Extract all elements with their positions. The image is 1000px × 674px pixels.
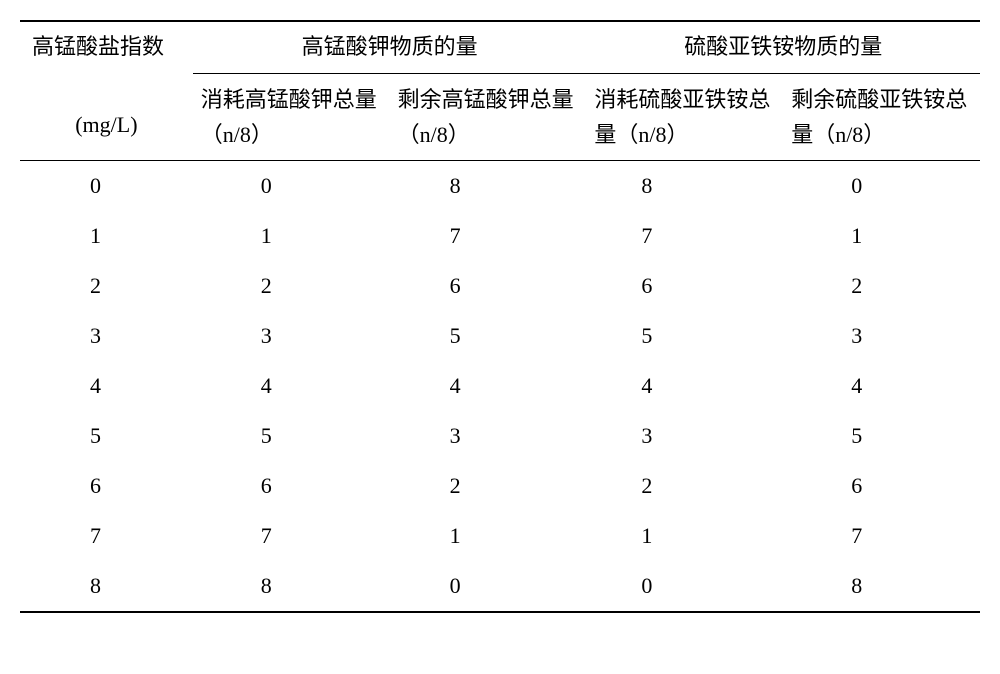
sub-header-1: 消耗高锰酸钾总量（n/8） <box>193 73 390 160</box>
group2-header: 硫酸亚铁铵物质的量 <box>586 21 980 73</box>
cell: 5 <box>193 411 390 461</box>
cell: 2 <box>193 261 390 311</box>
cell: 4 <box>586 361 783 411</box>
cell: 8 <box>193 561 390 612</box>
cell: 5 <box>20 411 193 461</box>
cell: 3 <box>20 311 193 361</box>
cell: 0 <box>193 161 390 212</box>
cell: 1 <box>783 211 980 261</box>
cell: 0 <box>20 161 193 212</box>
cell: 7 <box>586 211 783 261</box>
table-row: 44444 <box>20 361 980 411</box>
cell: 4 <box>193 361 390 411</box>
header-row-2: (mg/L) 消耗高锰酸钾总量（n/8） 剩余高锰酸钾总量（n/8） 消耗硫酸亚… <box>20 73 980 160</box>
cell: 1 <box>20 211 193 261</box>
table-row: 00880 <box>20 161 980 212</box>
table-row: 22662 <box>20 261 980 311</box>
cell: 0 <box>783 161 980 212</box>
cell: 7 <box>390 211 587 261</box>
cell: 7 <box>783 511 980 561</box>
sub-header-3: 消耗硫酸亚铁铵总量（n/8） <box>586 73 783 160</box>
cell: 5 <box>390 311 587 361</box>
data-table-container: 高锰酸盐指数 高锰酸钾物质的量 硫酸亚铁铵物质的量 (mg/L) 消耗高锰酸钾总… <box>20 20 980 613</box>
cell: 6 <box>193 461 390 511</box>
permanganate-index-table: 高锰酸盐指数 高锰酸钾物质的量 硫酸亚铁铵物质的量 (mg/L) 消耗高锰酸钾总… <box>20 20 980 613</box>
cell: 6 <box>783 461 980 511</box>
cell: 0 <box>390 561 587 612</box>
cell: 5 <box>586 311 783 361</box>
cell: 4 <box>390 361 587 411</box>
col0-header-line1: 高锰酸盐指数 <box>20 21 193 73</box>
cell: 1 <box>193 211 390 261</box>
cell: 2 <box>20 261 193 311</box>
cell: 8 <box>783 561 980 612</box>
header-row-1: 高锰酸盐指数 高锰酸钾物质的量 硫酸亚铁铵物质的量 <box>20 21 980 73</box>
cell: 5 <box>783 411 980 461</box>
table-body: 0088011771226623355344444553356622677117… <box>20 161 980 613</box>
sub-header-4: 剩余硫酸亚铁铵总量（n/8） <box>783 73 980 160</box>
table-row: 77117 <box>20 511 980 561</box>
cell: 0 <box>586 561 783 612</box>
cell: 7 <box>20 511 193 561</box>
table-row: 66226 <box>20 461 980 511</box>
cell: 2 <box>586 461 783 511</box>
table-header: 高锰酸盐指数 高锰酸钾物质的量 硫酸亚铁铵物质的量 (mg/L) 消耗高锰酸钾总… <box>20 21 980 161</box>
cell: 6 <box>20 461 193 511</box>
cell: 4 <box>783 361 980 411</box>
cell: 2 <box>390 461 587 511</box>
cell: 8 <box>586 161 783 212</box>
cell: 6 <box>390 261 587 311</box>
cell: 1 <box>390 511 587 561</box>
cell: 1 <box>586 511 783 561</box>
cell: 3 <box>193 311 390 361</box>
cell: 3 <box>390 411 587 461</box>
table-row: 11771 <box>20 211 980 261</box>
cell: 8 <box>20 561 193 612</box>
col0-header-line2: (mg/L) <box>20 73 193 160</box>
cell: 4 <box>20 361 193 411</box>
cell: 7 <box>193 511 390 561</box>
table-row: 33553 <box>20 311 980 361</box>
table-row: 88008 <box>20 561 980 612</box>
cell: 3 <box>586 411 783 461</box>
sub-header-2: 剩余高锰酸钾总量（n/8） <box>390 73 587 160</box>
cell: 8 <box>390 161 587 212</box>
table-row: 55335 <box>20 411 980 461</box>
cell: 3 <box>783 311 980 361</box>
cell: 6 <box>586 261 783 311</box>
group1-header: 高锰酸钾物质的量 <box>193 21 587 73</box>
cell: 2 <box>783 261 980 311</box>
